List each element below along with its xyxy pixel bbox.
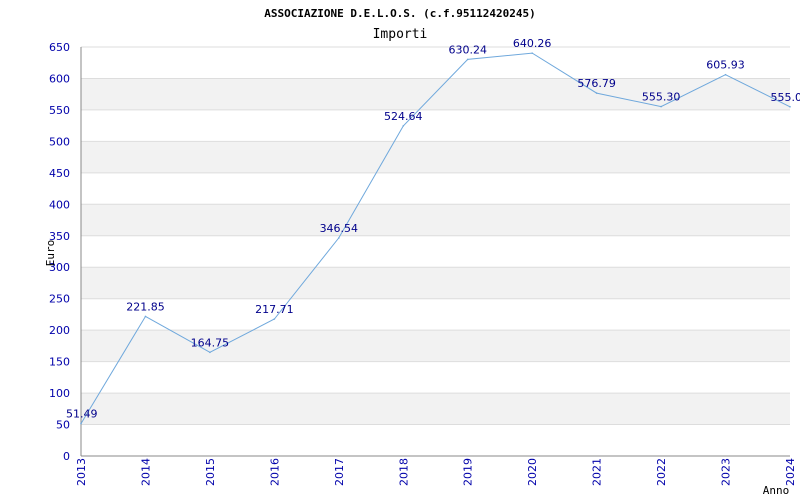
x-tick-label: 2023 [720,458,733,486]
x-tick-label: 2020 [526,458,539,486]
x-axis-label: Anno [763,484,790,497]
data-point [789,105,791,108]
data-point [660,105,662,108]
y-tick-label: 0 [63,450,70,463]
y-tick-label: 500 [49,135,70,148]
y-tick-label: 150 [49,356,70,369]
data-label: 524.64 [384,110,423,123]
grid-band [81,204,790,236]
y-tick-label: 650 [49,41,70,54]
x-tick-label: 2016 [268,458,281,486]
x-tick-label: 2013 [75,458,88,486]
data-label: 51.49 [66,408,98,421]
axes [80,47,790,457]
data-point [338,237,340,239]
data-labels: 51.49 221.85 164.75 217.71 346.54 524.64 630.2… [66,37,800,420]
x-tick-label: 2021 [591,458,604,486]
y-tick-label: 400 [49,198,70,211]
data-label: 555.0 [771,91,800,104]
series-line-path [80,52,791,424]
x-tick-label: 2018 [397,458,410,486]
x-tick-label: 2014 [139,458,152,486]
data-point [209,351,211,354]
data-point [595,92,598,94]
data-label: 605.93 [706,59,745,72]
data-point [273,318,276,320]
data-label: 221.85 [126,300,165,313]
y-tick-label: 550 [49,104,70,117]
data-point [402,125,405,127]
x-tick-label: 2024 [784,458,797,486]
series-line [80,52,791,425]
grid-band [81,330,790,362]
data-label: 576.79 [577,77,616,90]
x-tick-label: 2022 [655,458,668,486]
chart-subtitle: Importi [373,27,428,42]
data-label: 640.26 [513,37,552,50]
y-axis-label: Euro [44,240,57,267]
y-axis-ticks: 0 50 100 150 200 250 300 350 400 450 500 550 600 650 [49,41,70,463]
grid-band [81,267,790,299]
gridlines [81,46,790,457]
x-axis-ticks: 2013 2014 2015 2016 2017 2018 2019 2020 2021 2022… [75,458,797,486]
y-tick-label: 200 [49,324,70,337]
chart-title: ASSOCIAZIONE D.E.L.O.S. (c.f.95112420245… [264,7,536,20]
grid-band [81,141,790,173]
y-tick-label: 50 [56,419,70,432]
y-tick-label: 450 [49,167,70,180]
data-point [80,422,82,425]
y-tick-label: 300 [49,261,70,274]
grid-band [81,78,790,110]
data-label: 555.30 [642,91,681,104]
data-point [531,52,533,54]
data-point [724,73,727,76]
data-label: 346.54 [320,222,359,235]
data-point [144,315,147,318]
data-label: 630.24 [448,43,487,56]
grid-band [81,393,790,425]
y-tick-label: 600 [49,72,70,85]
y-tick-label: 350 [49,230,70,243]
data-point [466,58,469,61]
data-label: 164.75 [191,336,230,349]
background-bands [81,78,790,425]
y-tick-label: 100 [49,387,70,400]
y-tick-label: 250 [49,293,70,306]
x-tick-label: 2017 [333,458,346,486]
x-tick-label: 2015 [204,458,217,486]
x-tick-label: 2019 [462,458,475,486]
data-label: 217.71 [255,303,294,316]
